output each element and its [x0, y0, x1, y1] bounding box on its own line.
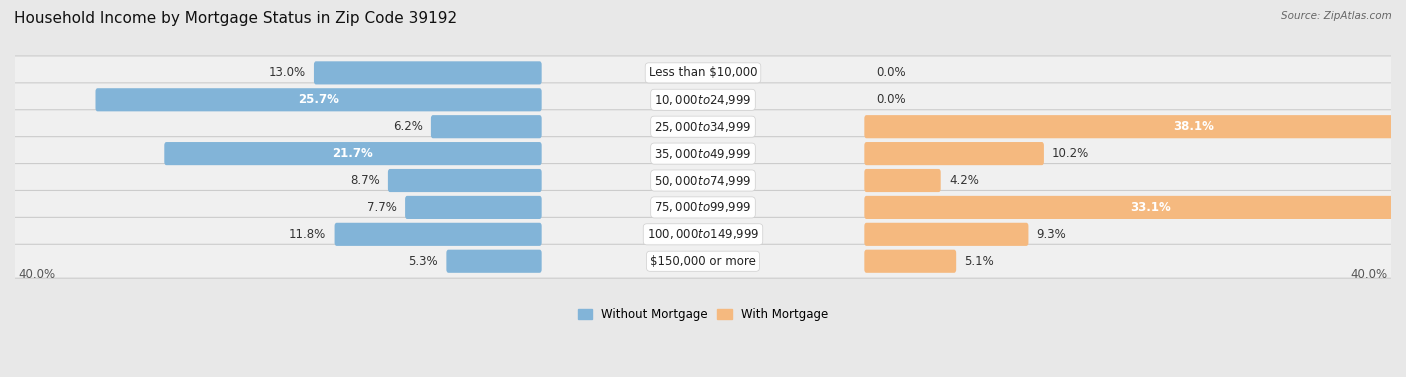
- Text: 10.2%: 10.2%: [1052, 147, 1090, 160]
- FancyBboxPatch shape: [13, 83, 1393, 117]
- Text: 21.7%: 21.7%: [333, 147, 374, 160]
- Text: 0.0%: 0.0%: [877, 66, 907, 80]
- Text: 9.3%: 9.3%: [1036, 228, 1066, 241]
- Text: 13.0%: 13.0%: [269, 66, 305, 80]
- FancyBboxPatch shape: [865, 115, 1406, 138]
- Text: 0.0%: 0.0%: [877, 93, 907, 106]
- FancyBboxPatch shape: [430, 115, 541, 138]
- Text: $10,000 to $24,999: $10,000 to $24,999: [654, 93, 752, 107]
- Text: 11.8%: 11.8%: [290, 228, 326, 241]
- FancyBboxPatch shape: [13, 164, 1393, 198]
- Text: Less than $10,000: Less than $10,000: [648, 66, 758, 80]
- Text: 7.7%: 7.7%: [367, 201, 396, 214]
- FancyBboxPatch shape: [865, 142, 1043, 165]
- FancyBboxPatch shape: [388, 169, 541, 192]
- Text: 38.1%: 38.1%: [1174, 120, 1215, 133]
- FancyBboxPatch shape: [865, 223, 1028, 246]
- Text: $100,000 to $149,999: $100,000 to $149,999: [647, 227, 759, 241]
- FancyBboxPatch shape: [165, 142, 541, 165]
- FancyBboxPatch shape: [865, 196, 1406, 219]
- FancyBboxPatch shape: [13, 56, 1393, 90]
- Text: 5.3%: 5.3%: [409, 255, 439, 268]
- Text: Source: ZipAtlas.com: Source: ZipAtlas.com: [1281, 11, 1392, 21]
- FancyBboxPatch shape: [865, 250, 956, 273]
- FancyBboxPatch shape: [13, 136, 1393, 170]
- FancyBboxPatch shape: [865, 169, 941, 192]
- FancyBboxPatch shape: [405, 196, 541, 219]
- FancyBboxPatch shape: [13, 190, 1393, 224]
- Text: $25,000 to $34,999: $25,000 to $34,999: [654, 120, 752, 134]
- FancyBboxPatch shape: [335, 223, 541, 246]
- Text: Household Income by Mortgage Status in Zip Code 39192: Household Income by Mortgage Status in Z…: [14, 11, 457, 26]
- Text: 6.2%: 6.2%: [392, 120, 423, 133]
- Text: 33.1%: 33.1%: [1130, 201, 1171, 214]
- FancyBboxPatch shape: [96, 88, 541, 111]
- FancyBboxPatch shape: [13, 218, 1393, 251]
- Text: $50,000 to $74,999: $50,000 to $74,999: [654, 173, 752, 187]
- FancyBboxPatch shape: [446, 250, 541, 273]
- Text: 5.1%: 5.1%: [965, 255, 994, 268]
- Text: 25.7%: 25.7%: [298, 93, 339, 106]
- Legend: Without Mortgage, With Mortgage: Without Mortgage, With Mortgage: [574, 303, 832, 326]
- FancyBboxPatch shape: [13, 244, 1393, 278]
- Text: $75,000 to $99,999: $75,000 to $99,999: [654, 201, 752, 215]
- Text: 8.7%: 8.7%: [350, 174, 380, 187]
- Text: $150,000 or more: $150,000 or more: [650, 255, 756, 268]
- FancyBboxPatch shape: [314, 61, 541, 84]
- Text: 4.2%: 4.2%: [949, 174, 979, 187]
- Text: $35,000 to $49,999: $35,000 to $49,999: [654, 147, 752, 161]
- Text: 40.0%: 40.0%: [18, 268, 56, 280]
- FancyBboxPatch shape: [13, 110, 1393, 144]
- Text: 40.0%: 40.0%: [1350, 268, 1388, 280]
